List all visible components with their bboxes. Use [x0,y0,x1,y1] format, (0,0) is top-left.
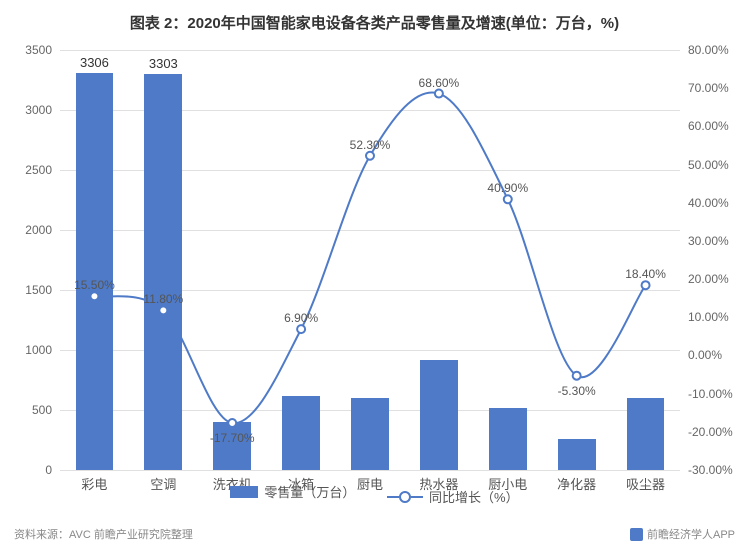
y-left-tick: 500 [2,403,52,417]
line-value-label: -17.70% [210,431,255,445]
y-left-tick: 1000 [2,343,52,357]
y-left-tick: 2500 [2,163,52,177]
legend-bar-label: 零售量（万台） [264,482,355,501]
y-left-tick: 3500 [2,43,52,57]
y-left-tick: 2000 [2,223,52,237]
y-right-tick: 20.00% [688,272,748,286]
y-left-tick: 1500 [2,283,52,297]
y-right-tick: -10.00% [688,387,748,401]
y-right-tick: 80.00% [688,43,748,57]
y-right-tick: 10.00% [688,310,748,324]
line-marker [90,292,98,300]
y-right-tick: 30.00% [688,234,748,248]
y-right-tick: 50.00% [688,158,748,172]
legend: 零售量（万台） 同比增长（%） [0,482,749,506]
line-marker [573,372,581,380]
line-value-label: 52.30% [350,138,391,152]
chart-area: 0500100015002000250030003500-30.00%-20.0… [60,50,680,470]
y-right-tick: 0.00% [688,348,748,362]
watermark: 前瞻经济学人APP [630,526,735,542]
legend-line-swatch [387,491,423,503]
line-marker [435,90,443,98]
y-right-tick: -30.00% [688,463,748,477]
line-value-label: 40.90% [487,181,528,195]
line-value-label: -5.30% [558,384,596,398]
plot: 0500100015002000250030003500-30.00%-20.0… [60,50,680,470]
watermark-text: 前瞻经济学人APP [647,526,735,542]
line-marker [228,419,236,427]
line-value-label: 6.90% [284,311,318,325]
legend-line: 同比增长（%） [387,487,519,506]
watermark-logo-icon [630,528,643,541]
legend-bar-swatch [230,486,258,498]
line-marker [642,281,650,289]
line-svg [60,50,680,470]
y-right-tick: 40.00% [688,196,748,210]
legend-line-label: 同比增长（%） [429,487,519,506]
line-marker [297,325,305,333]
legend-bars: 零售量（万台） [230,482,355,501]
grid-line [60,470,680,471]
chart-title: 图表 2：2020年中国智能家电设备各类产品零售量及增速(单位：万台，%) [0,0,749,33]
y-right-tick: 70.00% [688,81,748,95]
line-marker [504,195,512,203]
y-left-tick: 0 [2,463,52,477]
line-value-label: 68.60% [419,76,460,90]
source-text: 资料来源：AVC 前瞻产业研究院整理 [14,526,193,542]
y-right-tick: 60.00% [688,119,748,133]
y-right-tick: -20.00% [688,425,748,439]
y-left-tick: 3000 [2,103,52,117]
line-value-label: 15.50% [74,278,115,292]
line-value-label: 11.80% [143,292,183,306]
line-value-label: 18.40% [625,267,666,281]
line-marker [159,306,167,314]
footer: 资料来源：AVC 前瞻产业研究院整理 前瞻经济学人APP [14,526,735,542]
line-marker [366,152,374,160]
